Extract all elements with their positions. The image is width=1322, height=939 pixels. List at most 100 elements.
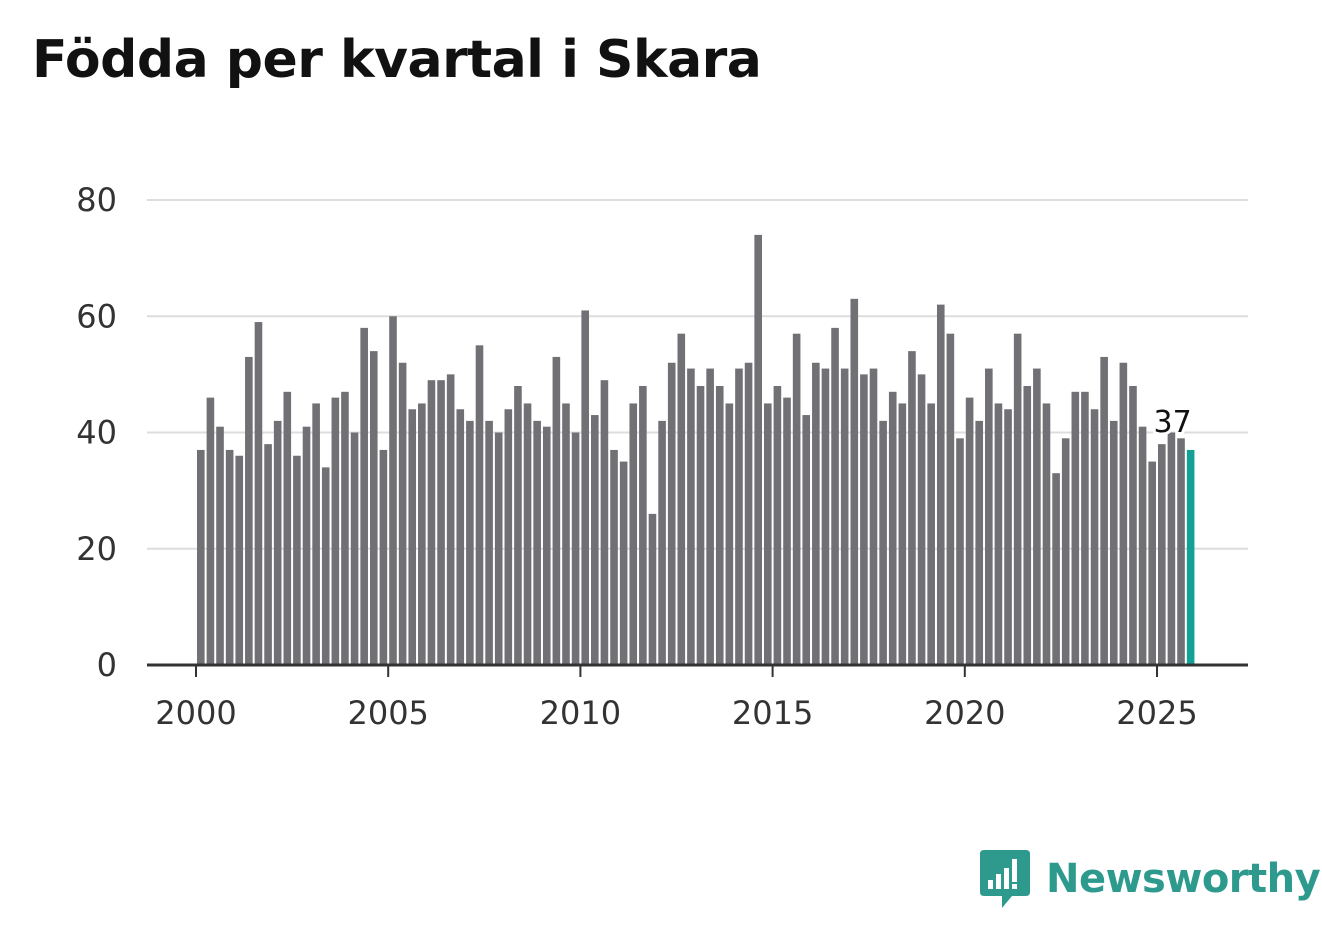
bar bbox=[1158, 444, 1166, 665]
x-tick-label: 2000 bbox=[155, 694, 236, 732]
bars bbox=[197, 234, 1195, 665]
bar bbox=[1013, 333, 1022, 665]
bar bbox=[725, 403, 734, 665]
bar bbox=[456, 409, 465, 665]
bar bbox=[610, 449, 618, 665]
bar bbox=[840, 368, 849, 665]
highlight-value-label: 37 bbox=[1154, 405, 1192, 440]
bar bbox=[1148, 461, 1156, 665]
y-tick-label: 60 bbox=[76, 297, 117, 335]
bar bbox=[235, 455, 244, 665]
bar bbox=[216, 426, 224, 665]
bar bbox=[398, 362, 407, 665]
bar bbox=[888, 391, 897, 665]
bar bbox=[860, 374, 868, 665]
bar bbox=[879, 420, 887, 665]
bar bbox=[696, 386, 705, 665]
bar bbox=[1023, 386, 1032, 665]
bar bbox=[293, 455, 301, 665]
bar bbox=[956, 438, 964, 665]
bar bbox=[735, 368, 743, 665]
bar bbox=[389, 316, 397, 665]
bar bbox=[254, 322, 263, 665]
bar bbox=[917, 374, 926, 665]
bar bbox=[975, 420, 984, 665]
bar-highlight bbox=[1186, 449, 1195, 665]
bar bbox=[264, 444, 272, 665]
bar bbox=[542, 426, 551, 665]
chart-title: Födda per kvartal i Skara bbox=[32, 30, 762, 90]
bar bbox=[763, 403, 772, 665]
bar bbox=[571, 432, 580, 665]
newsworthy-logo-icon bbox=[980, 850, 1030, 908]
data-labels: 37 bbox=[1151, 402, 1195, 443]
bar bbox=[1119, 362, 1128, 665]
bar bbox=[802, 415, 811, 665]
bar bbox=[225, 449, 234, 665]
bar bbox=[629, 403, 638, 665]
bar bbox=[812, 362, 820, 665]
y-tick-label: 20 bbox=[76, 530, 117, 568]
bar bbox=[658, 420, 666, 665]
bar bbox=[341, 391, 349, 665]
bar bbox=[687, 368, 695, 665]
bar bbox=[1081, 391, 1089, 665]
bar bbox=[600, 380, 609, 665]
bar bbox=[965, 397, 974, 665]
newsworthy-brand: Newsworthy bbox=[980, 850, 1321, 908]
bar bbox=[245, 356, 253, 665]
bar bbox=[523, 403, 532, 665]
bar bbox=[273, 420, 282, 665]
bar bbox=[494, 432, 503, 665]
bar bbox=[754, 234, 762, 665]
bar bbox=[898, 403, 907, 665]
bar bbox=[552, 356, 561, 665]
bar bbox=[677, 333, 686, 665]
bar bbox=[639, 386, 647, 665]
bar bbox=[850, 298, 859, 665]
bar bbox=[331, 397, 340, 665]
bar bbox=[1061, 438, 1070, 665]
bar bbox=[831, 327, 839, 665]
bar bbox=[360, 327, 368, 665]
bar bbox=[312, 403, 320, 665]
bar bbox=[994, 403, 1003, 665]
bar bbox=[773, 386, 782, 665]
bar bbox=[475, 345, 484, 665]
y-axis-tick-labels: 0 20 40 60 80 bbox=[76, 181, 117, 684]
bar bbox=[1129, 386, 1137, 665]
bar bbox=[985, 368, 993, 665]
y-tick-label: 80 bbox=[76, 181, 117, 219]
bar bbox=[1004, 409, 1012, 665]
x-axis-ticks: 2000 2005 2010 2015 2020 2025 bbox=[155, 665, 1198, 732]
bar bbox=[283, 391, 292, 665]
bar bbox=[667, 362, 676, 665]
bar bbox=[197, 449, 205, 665]
bar bbox=[1138, 426, 1147, 665]
bar-chart: 0 20 40 60 80 2000 2005 2010 2015 2020 2025 37 bbox=[76, 181, 1248, 732]
x-tick-label: 2025 bbox=[1116, 694, 1197, 732]
brand-name: Newsworthy bbox=[1046, 856, 1321, 902]
bar bbox=[1033, 368, 1041, 665]
bar bbox=[350, 432, 359, 665]
bar bbox=[533, 420, 541, 665]
bar bbox=[485, 420, 493, 665]
bar bbox=[792, 333, 801, 665]
bar bbox=[504, 409, 513, 665]
bar bbox=[206, 397, 215, 665]
bar bbox=[744, 362, 753, 665]
bar bbox=[619, 461, 628, 665]
bar bbox=[321, 467, 330, 665]
bar bbox=[562, 403, 570, 665]
bar bbox=[908, 351, 916, 665]
y-tick-label: 0 bbox=[97, 646, 117, 684]
bar bbox=[821, 368, 830, 665]
bar bbox=[1177, 438, 1185, 665]
x-tick-label: 2020 bbox=[924, 694, 1005, 732]
y-tick-label: 40 bbox=[76, 414, 117, 452]
bar bbox=[446, 374, 455, 665]
bar bbox=[1042, 403, 1051, 665]
bar bbox=[1052, 473, 1060, 665]
bar bbox=[783, 397, 791, 665]
bar bbox=[302, 426, 311, 665]
